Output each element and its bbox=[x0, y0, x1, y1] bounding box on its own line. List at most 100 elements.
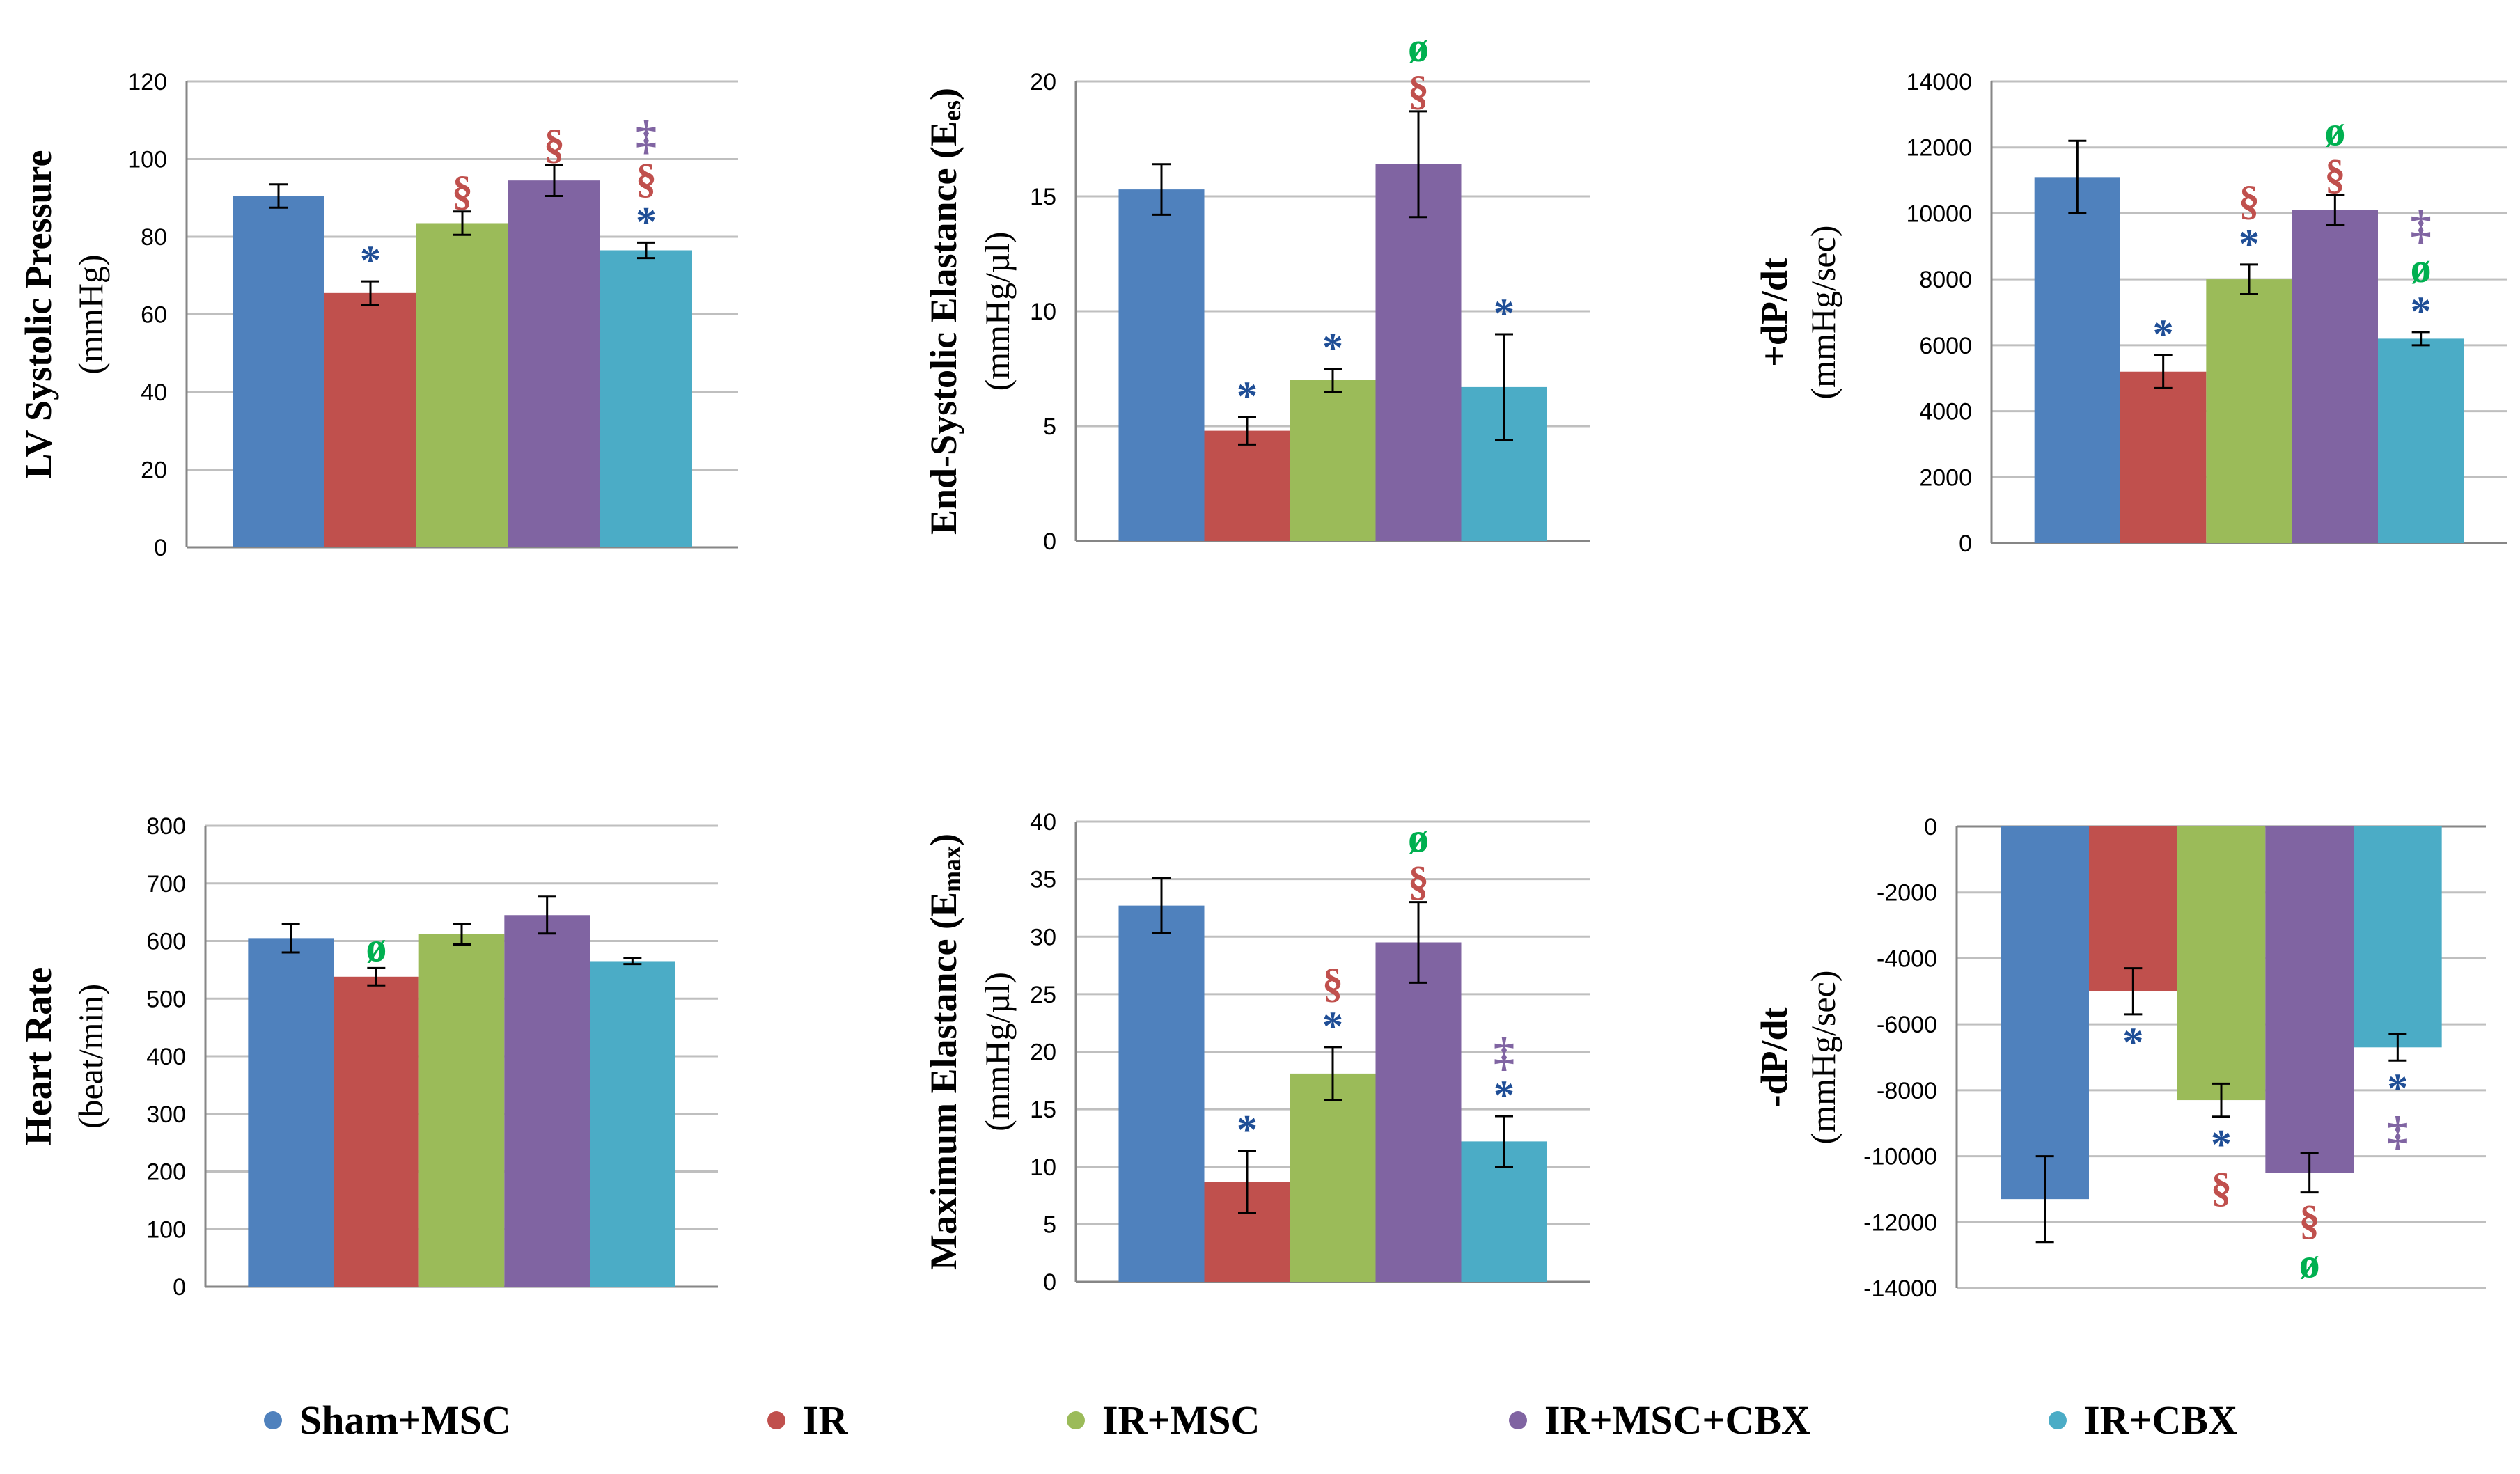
legend-swatch bbox=[767, 1411, 785, 1429]
significance-marker: * bbox=[1494, 1072, 1515, 1118]
y-tick-label: 800 bbox=[146, 813, 186, 840]
significance-marker: * bbox=[2239, 221, 2260, 267]
bar-ir bbox=[2120, 371, 2207, 543]
y-tick-label: 80 bbox=[141, 224, 167, 251]
y-tick-label: 0 bbox=[1959, 531, 1972, 557]
significance-marker: ø bbox=[2324, 108, 2345, 154]
significance-marker: ‡ bbox=[2411, 202, 2432, 248]
y-tick-label: 100 bbox=[127, 147, 167, 173]
bar-ir-msc bbox=[416, 223, 508, 547]
y-tick-label: 30 bbox=[1030, 924, 1056, 950]
y-tick-label: 6000 bbox=[1919, 333, 1972, 359]
y-tick-label: 100 bbox=[146, 1216, 186, 1243]
significance-marker: § bbox=[1322, 960, 1343, 1006]
y-axis-unit: (mmHg/µl) bbox=[978, 232, 1017, 391]
significance-marker: * bbox=[360, 237, 381, 283]
legend-item-1: Sham+MSC bbox=[264, 1397, 511, 1443]
significance-marker: * bbox=[2411, 288, 2432, 334]
significance-marker: § bbox=[1408, 68, 1429, 113]
y-tick-label: 700 bbox=[146, 871, 186, 897]
y-tick-label: 0 bbox=[173, 1274, 186, 1301]
y-axis-unit: (mmHg/µl) bbox=[978, 972, 1017, 1131]
significance-marker: * bbox=[636, 198, 657, 244]
legend-label: IR+CBX bbox=[2084, 1397, 2237, 1443]
significance-marker: ø bbox=[1408, 24, 1429, 70]
y-tick-label: 20 bbox=[141, 457, 167, 484]
significance-marker: ‡ bbox=[1494, 1029, 1515, 1075]
legend-swatch bbox=[2049, 1411, 2067, 1429]
y-tick-label: 12000 bbox=[1906, 135, 1972, 162]
bar-ir-cbx bbox=[600, 250, 692, 547]
y-tick-label: 5 bbox=[1043, 414, 1056, 440]
legend: Sham+MSC IR IR+MSC IR+MSC+CBX IR+CBX bbox=[264, 1397, 2237, 1443]
y-tick-label: 300 bbox=[146, 1101, 186, 1128]
y-tick-label: 15 bbox=[1030, 1097, 1056, 1123]
bar-sham-msc bbox=[1118, 189, 1205, 541]
bar-sham-msc bbox=[233, 196, 324, 547]
y-tick-label: -14000 bbox=[1863, 1276, 1937, 1302]
significance-marker: * bbox=[2387, 1065, 2408, 1111]
legend-item-5: IR+CBX bbox=[2049, 1397, 2237, 1443]
y-tick-label: 0 bbox=[1043, 1269, 1056, 1296]
bar-ir-msc-cbx bbox=[508, 180, 600, 548]
legend-label: IR+MSC bbox=[1102, 1397, 1260, 1443]
significance-marker: ø bbox=[2411, 245, 2432, 291]
y-tick-label: 120 bbox=[127, 69, 167, 95]
bar-ir-cbx bbox=[590, 961, 675, 1287]
legend-item-4: IR+MSC+CBX bbox=[1509, 1397, 1810, 1443]
legend-label: IR bbox=[803, 1397, 849, 1443]
significance-marker: § bbox=[2211, 1165, 2232, 1211]
y-tick-label: 400 bbox=[146, 1044, 186, 1070]
significance-marker: § bbox=[452, 168, 473, 214]
bar-sham-msc bbox=[2034, 177, 2120, 544]
bar-ir-msc bbox=[2206, 279, 2292, 543]
significance-marker: § bbox=[544, 121, 565, 167]
bar-ir-msc bbox=[1290, 380, 1376, 541]
chart-panel-2: 0 5 10 15 20 * * §ø * End-Systolic Elastance (Ees… bbox=[923, 24, 1590, 555]
bar-sham-msc bbox=[248, 938, 334, 1287]
significance-marker: * bbox=[1237, 373, 1258, 419]
bar-ir bbox=[2089, 826, 2177, 991]
y-axis-unit: (beat/min) bbox=[71, 984, 110, 1129]
bar-ir-msc-cbx bbox=[504, 915, 590, 1287]
bar-ir-msc bbox=[418, 934, 505, 1287]
bar-ir bbox=[324, 292, 416, 547]
significance-marker: ‡ bbox=[636, 112, 657, 158]
significance-marker: * bbox=[2211, 1122, 2232, 1168]
bar-sham-msc bbox=[1118, 905, 1205, 1282]
significance-marker: § bbox=[2299, 1198, 2320, 1244]
bar-ir bbox=[1204, 430, 1290, 541]
significance-marker: * bbox=[1322, 1003, 1343, 1049]
bar-ir bbox=[334, 976, 419, 1287]
y-tick-label: 200 bbox=[146, 1159, 186, 1186]
significance-marker: ø bbox=[2299, 1241, 2320, 1287]
y-tick-label: -2000 bbox=[1877, 880, 1937, 907]
y-tick-label: -4000 bbox=[1877, 946, 1937, 972]
bar-ir-msc-cbx bbox=[1375, 164, 1462, 542]
y-tick-label: 40 bbox=[141, 379, 167, 406]
bar-ir-msc-cbx bbox=[2292, 210, 2378, 543]
y-tick-label: 10 bbox=[1030, 299, 1056, 325]
chart-panel-3: 02000400060008000100001200014000**§§ø*ø‡… bbox=[1753, 69, 2507, 557]
y-tick-label: 40 bbox=[1030, 809, 1056, 836]
legend-item-2: IR bbox=[767, 1397, 849, 1443]
significance-marker: * bbox=[1322, 325, 1343, 371]
significance-marker: * bbox=[1494, 290, 1515, 336]
y-tick-label: 4000 bbox=[1919, 399, 1972, 425]
significance-marker: § bbox=[2324, 151, 2345, 197]
y-tick-label: 0 bbox=[154, 535, 167, 561]
y-tick-label: 25 bbox=[1030, 982, 1056, 1008]
bar-sham-msc bbox=[2001, 826, 2089, 1200]
y-axis-label: End-Systolic Elastance (Ees) bbox=[923, 88, 966, 535]
y-axis-unit: (mmHg/sec) bbox=[1803, 971, 1842, 1145]
bar-ir-msc-cbx bbox=[2265, 826, 2354, 1173]
y-tick-label: 0 bbox=[1924, 814, 1937, 840]
bar-ir-msc-cbx bbox=[1375, 942, 1462, 1282]
y-tick-label: 10 bbox=[1030, 1154, 1056, 1181]
y-tick-label: 60 bbox=[141, 302, 167, 329]
legend-swatch bbox=[1509, 1411, 1527, 1429]
significance-marker: * bbox=[1237, 1107, 1258, 1153]
